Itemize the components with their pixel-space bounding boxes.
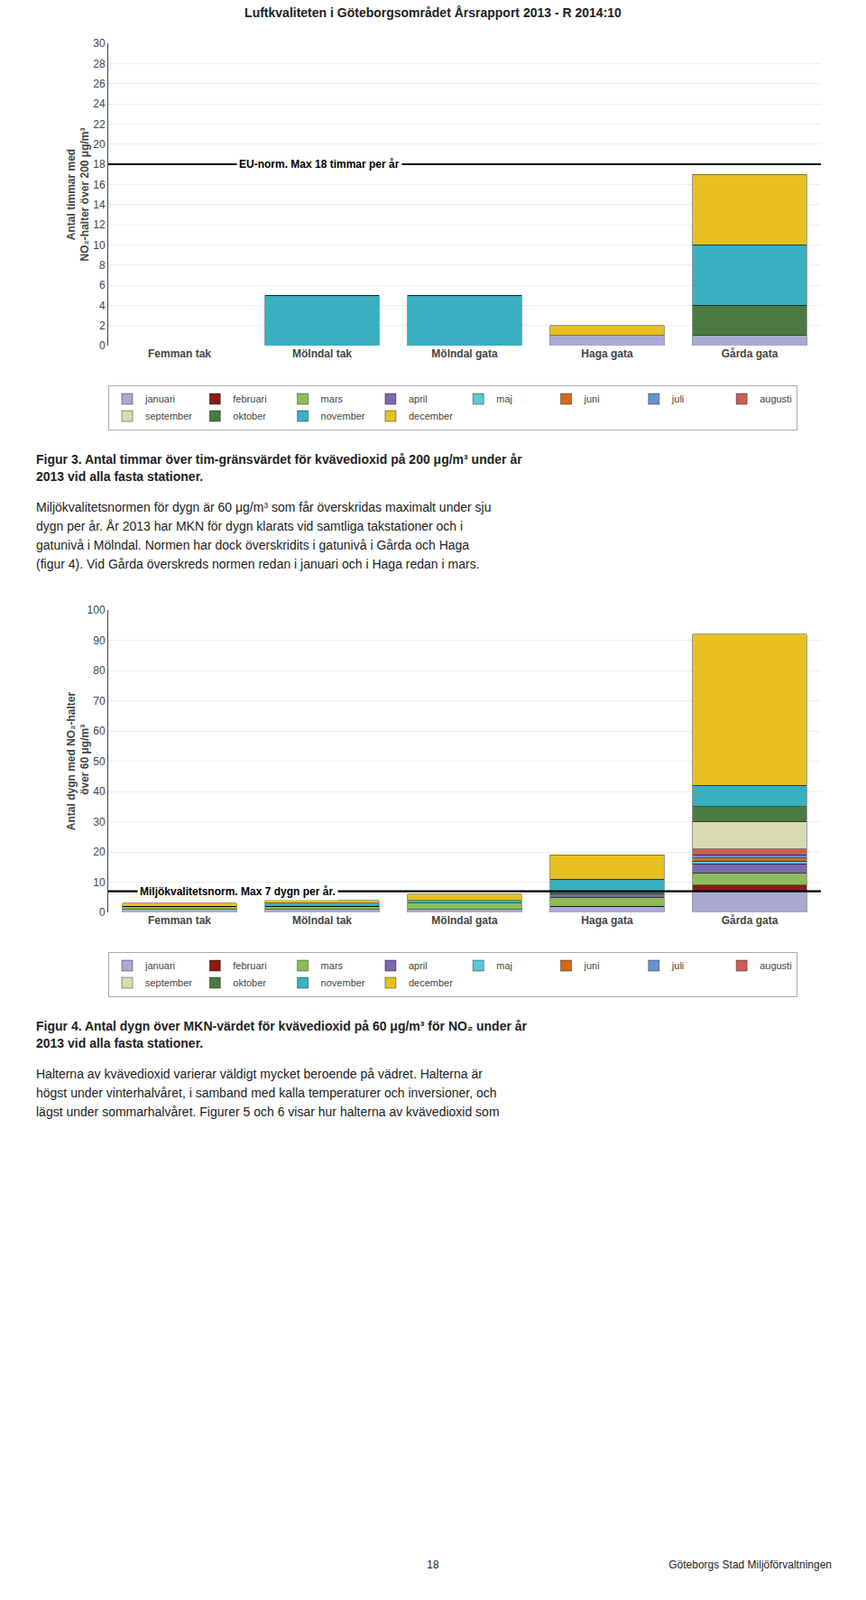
html-text:18: 18 <box>426 1557 440 1571</box>
svg-text:14: 14 <box>92 198 106 212</box>
svg-text:30: 30 <box>92 36 106 50</box>
html-text:Miljökvalitetsnormen för dygn: Miljökvalitetsnormen för dygn är 60 μg/m… <box>36 499 492 571</box>
svg-text:Antal dygn med NO₂-halter över: Antal dygn med NO₂-halter över 60 μg/m³ <box>64 690 93 830</box>
svg-text:november: november <box>321 410 366 422</box>
svg-text:september: september <box>145 410 193 422</box>
svg-text:4: 4 <box>99 299 106 313</box>
svg-text:70: 70 <box>92 693 106 707</box>
svg-text:40: 40 <box>92 784 106 798</box>
svg-text:18: 18 <box>92 157 106 171</box>
svg-text:90: 90 <box>92 633 106 646</box>
svg-text:20: 20 <box>92 138 106 151</box>
svg-text:EU-norm. Max 18 timmar per år: EU-norm. Max 18 timmar per år <box>239 157 400 171</box>
svg-text:januari: januari <box>144 393 176 405</box>
svg-text:50: 50 <box>92 754 106 767</box>
svg-text:0: 0 <box>99 905 106 919</box>
svg-text:juni: juni <box>583 959 600 971</box>
svg-text:september: september <box>145 976 193 988</box>
svg-text:april: april <box>408 393 428 405</box>
svg-text:Gårda gata: Gårda gata <box>721 347 779 360</box>
svg-text:juli: juli <box>671 959 684 971</box>
svg-text:Haga gata: Haga gata <box>580 347 634 360</box>
svg-text:maj: maj <box>496 393 513 405</box>
svg-text:12: 12 <box>92 218 106 231</box>
svg-text:mars: mars <box>321 393 344 405</box>
svg-text:juli: juli <box>671 393 684 405</box>
svg-text:0: 0 <box>99 339 106 352</box>
svg-text:februari: februari <box>232 959 267 971</box>
svg-text:30: 30 <box>92 814 106 828</box>
svg-text:Femman tak: Femman tak <box>147 913 212 927</box>
svg-text:6: 6 <box>99 278 106 292</box>
svg-text:Miljökvalitetsnorm. Max 7 dygn: Miljökvalitetsnorm. Max 7 dygn per år. <box>139 884 336 898</box>
svg-text:26: 26 <box>92 77 106 91</box>
svg-text:april: april <box>408 959 428 971</box>
svg-text:60: 60 <box>92 724 106 738</box>
svg-text:augusti: augusti <box>759 959 792 971</box>
html-text:Göteborgs Stad Miljöförvaltnin: Göteborgs Stad Miljöförvaltningen <box>668 1557 832 1571</box>
svg-text:10: 10 <box>92 239 106 252</box>
svg-text:Mölndal tak: Mölndal tak <box>292 347 352 360</box>
svg-text:oktober: oktober <box>232 410 267 422</box>
svg-text:Haga gata: Haga gata <box>580 913 634 927</box>
html-text:Figur 3. Antal timmar över tim: Figur 3. Antal timmar över tim-gränsvärd… <box>36 451 522 484</box>
html-text:Halterna av kvävedioxid varier: Halterna av kvävedioxid varierar väldigt… <box>36 1065 500 1119</box>
svg-text:december: december <box>408 976 453 988</box>
svg-text:augusti: augusti <box>759 393 792 405</box>
svg-text:Femman tak: Femman tak <box>147 347 212 360</box>
svg-text:22: 22 <box>92 118 106 131</box>
svg-text:januari: januari <box>144 959 176 971</box>
svg-text:Mölndal tak: Mölndal tak <box>292 913 352 927</box>
svg-text:10: 10 <box>92 875 106 888</box>
svg-text:Gårda gata: Gårda gata <box>721 913 779 927</box>
svg-text:maj: maj <box>496 959 513 971</box>
svg-text:100: 100 <box>87 603 106 617</box>
svg-text:juni: juni <box>583 393 600 405</box>
svg-text:80: 80 <box>92 663 106 677</box>
svg-text:november: november <box>321 976 366 988</box>
svg-text:Mölndal gata: Mölndal gata <box>431 347 498 360</box>
svg-text:december: december <box>408 410 453 422</box>
html-text:Figur 4. Antal dygn över MKN-v: Figur 4. Antal dygn över MKN-värdet för … <box>36 1018 527 1050</box>
svg-text:24: 24 <box>92 97 106 111</box>
html-text:Luftkvaliteten i Göteborgsområ: Luftkvaliteten i Göteborgsområdet Årsrap… <box>244 5 622 20</box>
svg-text:februari: februari <box>232 393 267 405</box>
svg-text:oktober: oktober <box>232 976 267 988</box>
svg-text:2: 2 <box>99 319 106 332</box>
svg-text:16: 16 <box>92 178 106 192</box>
svg-text:20: 20 <box>92 845 106 858</box>
svg-text:mars: mars <box>321 959 344 971</box>
svg-text:Mölndal gata: Mölndal gata <box>431 913 498 927</box>
svg-text:Antal timmar medNO₂-halter öve: Antal timmar medNO₂-halter över 200 μg/m… <box>64 127 93 261</box>
svg-text:8: 8 <box>99 258 106 272</box>
svg-text:28: 28 <box>92 57 106 71</box>
